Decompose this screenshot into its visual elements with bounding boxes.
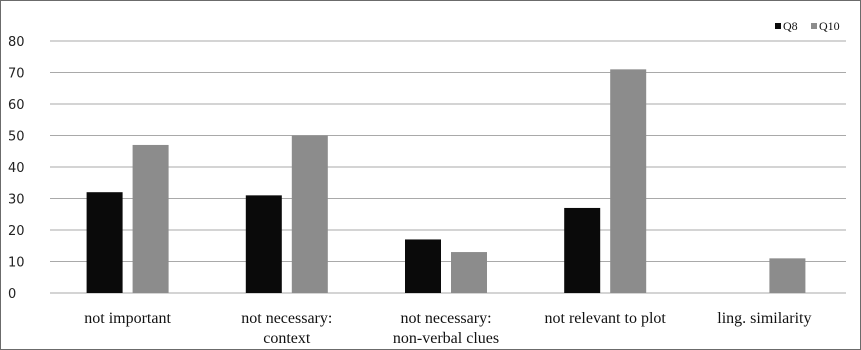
y-tick-label: 80	[8, 35, 25, 50]
y-tick-label: 70	[8, 67, 25, 82]
y-tick-label: 20	[8, 224, 25, 239]
y-tick-label: 50	[8, 130, 25, 145]
legend-label: Q10	[819, 19, 840, 33]
x-category-label: not necessary:	[241, 310, 332, 327]
y-tick-label: 60	[8, 98, 25, 113]
y-tick-label: 40	[8, 161, 25, 176]
x-category-label: ling. similarity	[717, 310, 811, 327]
x-category-label: not important	[84, 310, 171, 327]
x-category-label: not relevant to plot	[545, 310, 667, 327]
y-tick-label: 30	[8, 193, 25, 208]
bar-q10-2	[451, 252, 487, 293]
bar-q8-1	[246, 195, 282, 293]
bar-q10-4	[769, 258, 805, 293]
bar-q10-0	[133, 145, 169, 293]
x-category-label: not necessary:	[400, 310, 491, 327]
x-category-label: context	[263, 330, 311, 347]
y-tick-label: 10	[8, 256, 25, 271]
x-category-label: non-verbal clues	[393, 330, 499, 347]
legend-swatch-q8	[775, 23, 781, 29]
legend-label: Q8	[783, 19, 798, 33]
bar-q8-3	[564, 208, 600, 293]
y-tick-label: 0	[8, 287, 16, 302]
bar-q10-1	[292, 136, 328, 294]
bar-q8-0	[87, 192, 123, 293]
legend-swatch-q10	[811, 23, 817, 29]
bar-q8-2	[405, 239, 441, 293]
bar-q10-3	[610, 69, 646, 293]
